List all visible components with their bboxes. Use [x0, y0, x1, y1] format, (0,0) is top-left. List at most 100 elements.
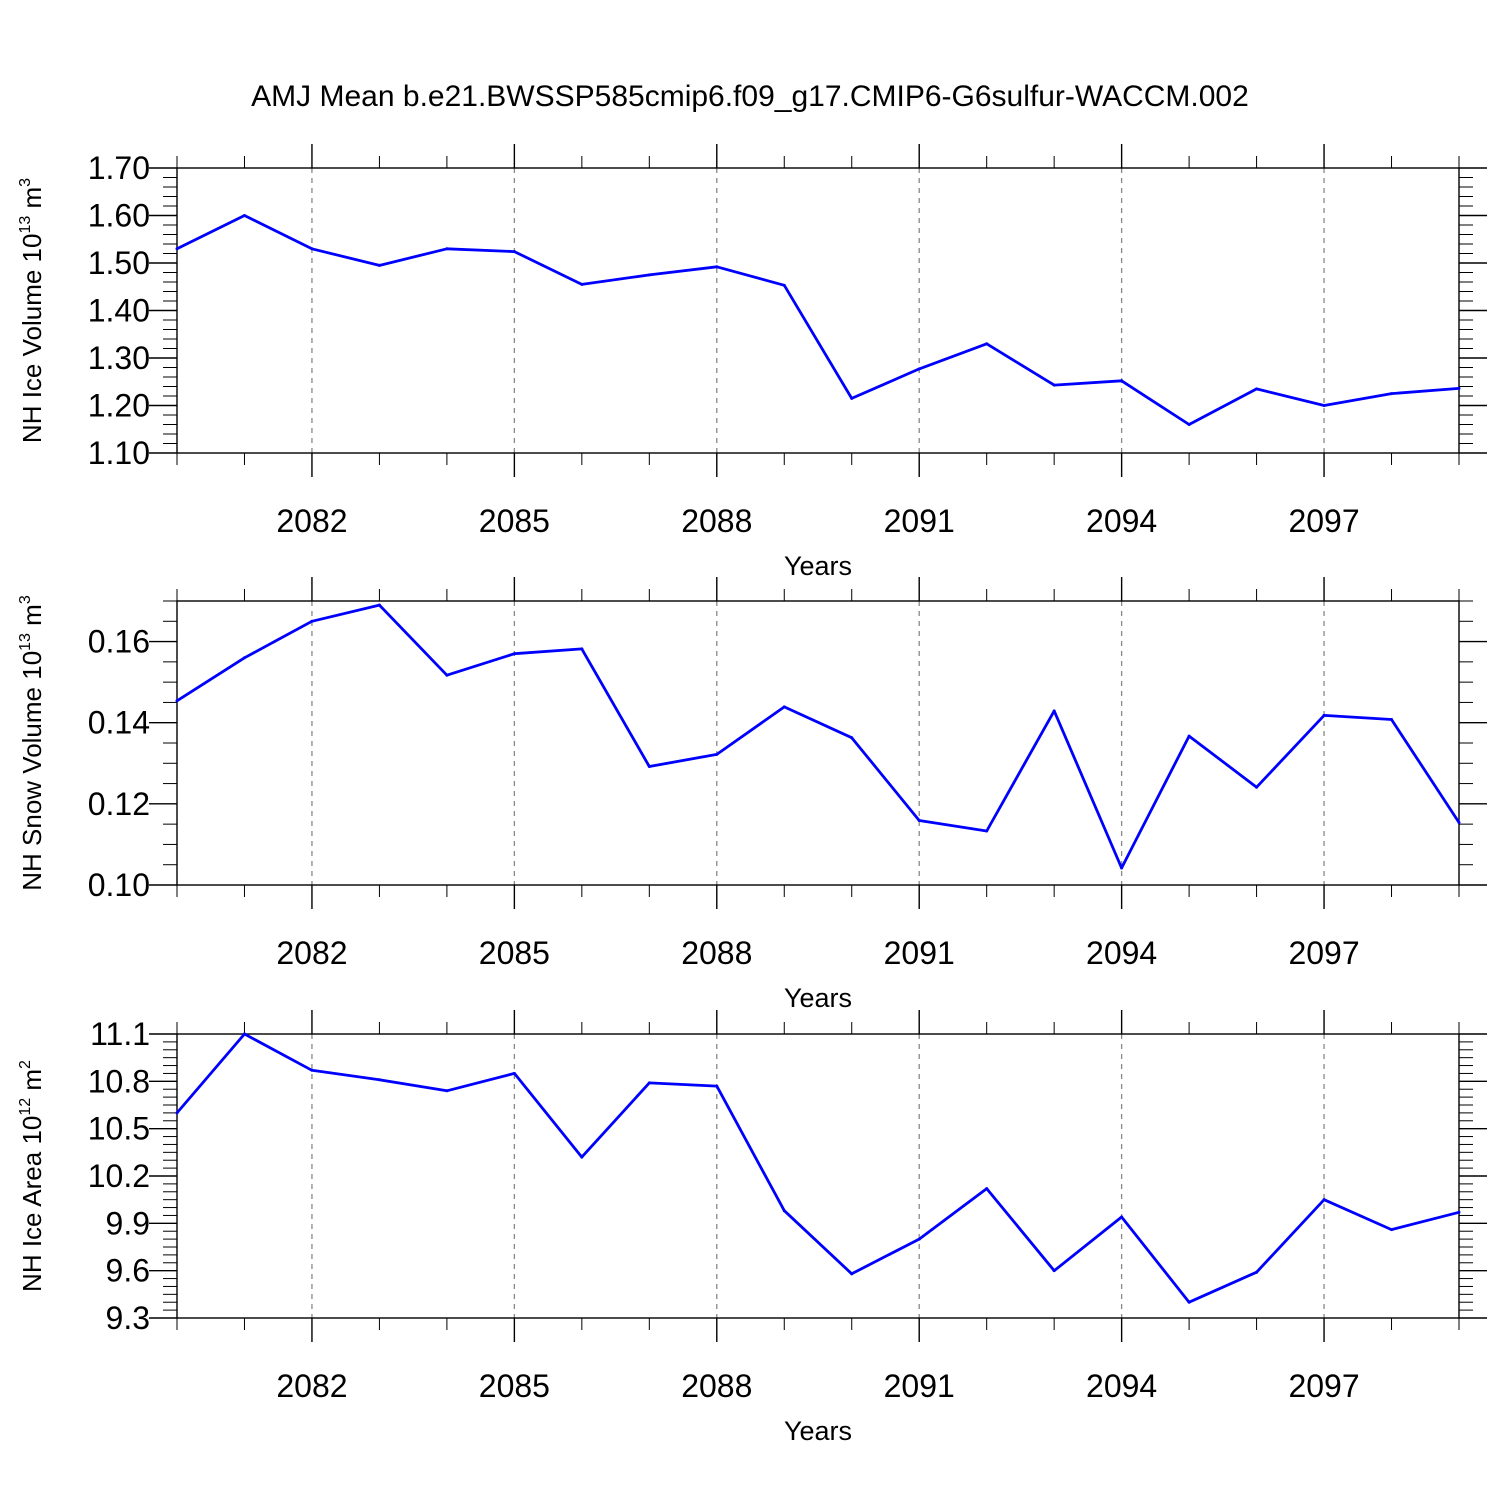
y-axis-label-text: NH Ice Volume 10 [17, 234, 47, 444]
x-axis-label: Years [784, 983, 852, 1013]
data-point [1120, 379, 1124, 383]
data-point [175, 699, 179, 703]
data-point [175, 247, 179, 251]
x-tick-label: 2094 [1086, 935, 1157, 971]
plot-frame [176, 167, 1460, 454]
data-point [377, 1078, 381, 1082]
y-tick-label: 1.10 [88, 435, 150, 471]
data-point [445, 673, 449, 677]
y-tick-label: 1.20 [88, 388, 150, 424]
data-point [985, 342, 989, 346]
x-tick-label: 2082 [276, 1368, 347, 1404]
x-tick-label: 2082 [276, 503, 347, 539]
y-tick-label: 1.70 [88, 150, 150, 186]
x-tick-label: 2088 [681, 935, 752, 971]
data-point [850, 736, 854, 740]
data-point [445, 1089, 449, 1093]
panel-1: 2082 2085 2088 2091 2094 2097 1.10 1.20 1.30 1.40… [17, 144, 1487, 581]
data-point [782, 1209, 786, 1213]
data-point [850, 396, 854, 400]
data-point [1120, 866, 1124, 870]
y-tick-label: 0.16 [88, 624, 150, 660]
data-point [715, 265, 719, 269]
y-axis-label-exponent: 13 [17, 633, 34, 651]
y-tick-label: 0.12 [88, 786, 150, 822]
x-tick-label: 2085 [479, 503, 550, 539]
data-point [512, 1071, 516, 1075]
data-series-line [176, 214, 1460, 426]
y-tick-label: 10.8 [88, 1063, 150, 1099]
x-tick-label: 2085 [479, 935, 550, 971]
data-point [580, 647, 584, 651]
y-tick-label: 0.14 [88, 705, 150, 741]
data-point [377, 263, 381, 267]
x-tick-label: 2094 [1086, 503, 1157, 539]
y-tick-label: 1.50 [88, 245, 150, 281]
y-tick-label: 1.40 [88, 293, 150, 329]
data-point [782, 283, 786, 287]
data-point [1255, 1270, 1259, 1274]
data-point [242, 214, 246, 217]
data-point [580, 282, 584, 286]
x-tick-label: 2091 [884, 935, 955, 971]
y-tick-label: 9.9 [106, 1205, 150, 1241]
x-axis-label: Years [784, 1416, 852, 1446]
data-point [1052, 709, 1056, 713]
y-axis-label: NH Snow Volume 1013 m3 [17, 595, 47, 891]
y-axis-label: NH Ice Area 1012 m2 [17, 1060, 47, 1292]
data-point [310, 1068, 314, 1072]
data-point [242, 656, 246, 660]
data-point [1457, 386, 1461, 390]
y-axis-label-unit: m [17, 187, 47, 216]
y-axis-label-unit: m [17, 1069, 47, 1098]
data-point [647, 1081, 651, 1085]
y-axis-label-text: NH Snow Volume 10 [17, 651, 47, 891]
data-point [512, 250, 516, 254]
data-point [1322, 404, 1326, 407]
data-point [377, 603, 381, 607]
data-point [917, 818, 921, 822]
data-point [1457, 821, 1461, 825]
data-point [917, 1237, 921, 1241]
data-point [512, 652, 516, 656]
y-axis-label-unit-exponent: 3 [17, 178, 34, 187]
x-tick-label: 2088 [681, 503, 752, 539]
y-tick-label: 11.1 [90, 1016, 150, 1052]
data-point [1390, 717, 1394, 721]
data-series-line [175, 1032, 1460, 1304]
x-tick-label: 2097 [1288, 503, 1359, 539]
data-point [917, 367, 921, 371]
x-tick-label: 2097 [1288, 935, 1359, 971]
data-point [310, 619, 314, 623]
data-point [1187, 423, 1191, 426]
data-point [1187, 734, 1191, 738]
data-point [647, 765, 651, 769]
y-tick-label: 10.2 [88, 1158, 150, 1194]
x-axis-label: Years [784, 551, 852, 581]
data-point [580, 1155, 584, 1159]
data-point [242, 1032, 246, 1036]
data-point [1255, 785, 1259, 789]
data-point [1457, 1210, 1461, 1214]
y-tick-label: 9.6 [106, 1253, 150, 1289]
data-point [1322, 1198, 1326, 1202]
y-tick-label: 1.30 [88, 340, 150, 376]
x-tick-label: 2091 [884, 503, 955, 539]
data-point [985, 829, 989, 833]
data-point [310, 247, 314, 251]
x-tick-label: 2097 [1288, 1368, 1359, 1404]
x-tick-label: 2091 [884, 1368, 955, 1404]
y-axis-label-exponent: 13 [17, 216, 34, 234]
y-axis-label-unit-exponent: 3 [17, 595, 34, 604]
y-tick-label: 1.60 [88, 198, 150, 234]
x-tick-label: 2085 [479, 1368, 550, 1404]
y-tick-label: 0.10 [88, 867, 150, 903]
data-point [175, 1111, 179, 1115]
data-point [647, 273, 651, 277]
y-tick-label: 10.5 [88, 1111, 150, 1147]
plot-frame [176, 1033, 1460, 1319]
y-axis-label-text: NH Ice Area 10 [17, 1116, 47, 1292]
data-point [445, 247, 449, 251]
data-point [1120, 1215, 1124, 1219]
data-point [1390, 392, 1394, 396]
